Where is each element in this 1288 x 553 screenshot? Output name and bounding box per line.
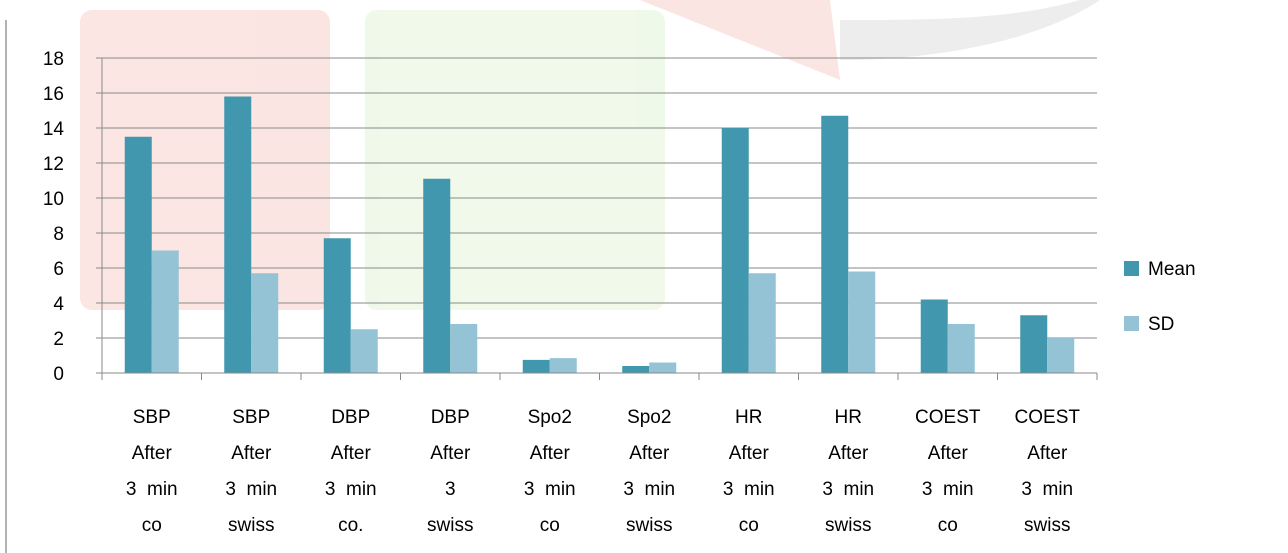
y-tick-label: 10: [43, 189, 64, 210]
x-category-label: 3 min: [922, 479, 974, 500]
y-tick-label: 6: [53, 259, 64, 280]
x-category-label: COEST: [1015, 407, 1081, 428]
x-category-label: 3: [445, 479, 456, 500]
x-category-label: swiss: [427, 515, 473, 536]
x-category-label: After: [231, 443, 272, 464]
bar-mean-10: [1020, 315, 1048, 373]
x-category-label: COEST: [915, 407, 981, 428]
x-category-label: 3 min: [225, 479, 277, 500]
x-category-label: co: [540, 515, 560, 536]
x-category-label: After: [530, 443, 571, 464]
x-category-label: After: [1027, 443, 1068, 464]
bar-mean-1: [124, 136, 152, 373]
legend-label-sd: SD: [1148, 314, 1174, 335]
legend-swatch-mean: [1124, 261, 1139, 276]
bar-sd-5: [549, 358, 577, 373]
x-category-label: 3 min: [524, 479, 576, 500]
bar-mean-9: [920, 299, 948, 373]
bar-mean-2: [224, 96, 252, 373]
y-tick-label: 18: [43, 49, 64, 70]
bar-mean-3: [323, 238, 351, 373]
x-category-label: swiss: [626, 515, 672, 536]
bar-mean-4: [423, 178, 451, 373]
x-category-label: 3 min: [1021, 479, 1073, 500]
bar-mean-5: [522, 359, 550, 373]
bar-sd-8: [848, 271, 876, 373]
x-category-label: Spo2: [627, 407, 671, 428]
x-category-label: 3 min: [325, 479, 377, 500]
bar-sd-3: [350, 329, 378, 373]
bar-sd-7: [748, 273, 776, 373]
legend-swatch-sd: [1124, 316, 1139, 331]
bar-mean-6: [622, 366, 650, 373]
bar-sd-2: [251, 273, 279, 373]
y-tick-label: 2: [53, 329, 64, 350]
legend: Mean SD: [1124, 259, 1196, 335]
bar-sd-10: [1047, 338, 1075, 373]
x-category-label: After: [430, 443, 471, 464]
x-category-label: After: [828, 443, 869, 464]
x-category-label: After: [928, 443, 969, 464]
bar-sd-4: [450, 324, 478, 373]
x-category-label: HR: [835, 407, 862, 428]
x-category-label: After: [132, 443, 173, 464]
x-category-label: After: [629, 443, 670, 464]
x-category-label: After: [729, 443, 770, 464]
y-tick-label: 0: [53, 364, 64, 385]
x-category-label: swiss: [825, 515, 871, 536]
x-axis-labels: SBP After 3 min co SBP After 3 min swiss DBP Afte…: [126, 407, 1080, 536]
y-tick-label: 12: [43, 154, 64, 175]
gridlines: [102, 57, 1097, 374]
x-category-label: DBP: [431, 407, 470, 428]
x-category-label: co: [938, 515, 958, 536]
bar-sd-6: [649, 362, 677, 373]
y-tick-label: 8: [53, 224, 64, 245]
x-category-label: SBP: [232, 407, 270, 428]
x-category-label: co: [739, 515, 759, 536]
legend-label-mean: Mean: [1148, 259, 1196, 280]
bar-mean-7: [721, 128, 749, 373]
bar-sd-9: [947, 324, 975, 373]
x-category-label: 3 min: [723, 479, 775, 500]
x-category-label: swiss: [228, 515, 274, 536]
y-axis-ticks: 0 2 4 6 8 10 12 14 16 18: [43, 49, 103, 385]
x-category-label: DBP: [331, 407, 370, 428]
x-category-label: Spo2: [528, 407, 572, 428]
bars: [124, 96, 1075, 373]
x-category-label: SBP: [133, 407, 171, 428]
bar-mean-8: [821, 115, 849, 373]
x-category-label: 3 min: [126, 479, 178, 500]
x-category-label: 3 min: [623, 479, 675, 500]
x-axis: [101, 372, 1098, 380]
x-category-label: After: [331, 443, 372, 464]
x-category-label: HR: [735, 407, 762, 428]
x-category-label: swiss: [1024, 515, 1070, 536]
y-tick-label: 4: [53, 294, 64, 315]
bar-sd-1: [151, 250, 179, 373]
x-category-label: co: [142, 515, 162, 536]
x-category-label: co.: [338, 515, 363, 536]
y-tick-label: 16: [43, 84, 64, 105]
y-tick-label: 14: [43, 119, 65, 140]
x-category-label: 3 min: [822, 479, 874, 500]
